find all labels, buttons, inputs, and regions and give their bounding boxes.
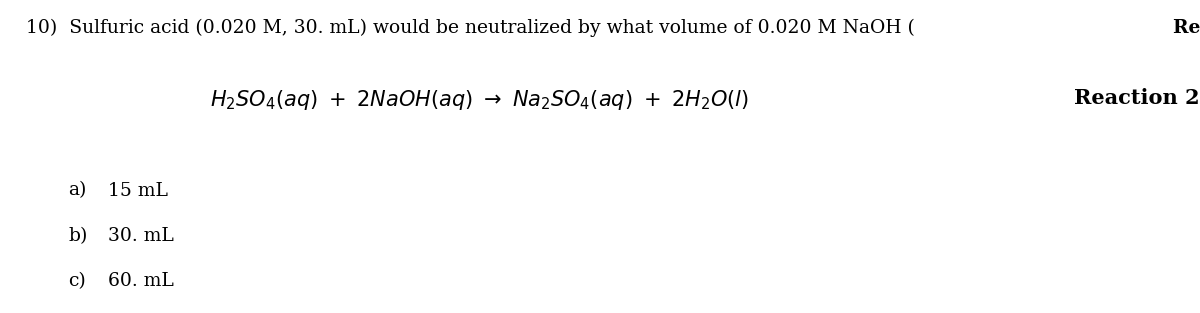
Text: 10)  Sulfuric acid (0.020 M, 30. mL) would be neutralized by what volume of 0.02: 10) Sulfuric acid (0.020 M, 30. mL) woul…	[26, 19, 916, 37]
Text: c): c)	[68, 272, 86, 290]
Text: Reaction 2: Reaction 2	[1074, 88, 1200, 108]
Text: Reaction 2: Reaction 2	[1174, 19, 1200, 37]
Text: 15 mL: 15 mL	[108, 182, 168, 200]
Text: a): a)	[68, 182, 86, 200]
Text: b): b)	[68, 227, 88, 245]
Text: $\mathit{H_2SO_4(aq)\ +\ 2NaOH(aq)\ \rightarrow\ Na_2SO_4(aq)\ +\ 2H_2O(l)}$: $\mathit{H_2SO_4(aq)\ +\ 2NaOH(aq)\ \rig…	[210, 88, 749, 112]
Text: 60. mL: 60. mL	[108, 272, 174, 290]
Text: 30. mL: 30. mL	[108, 227, 174, 245]
